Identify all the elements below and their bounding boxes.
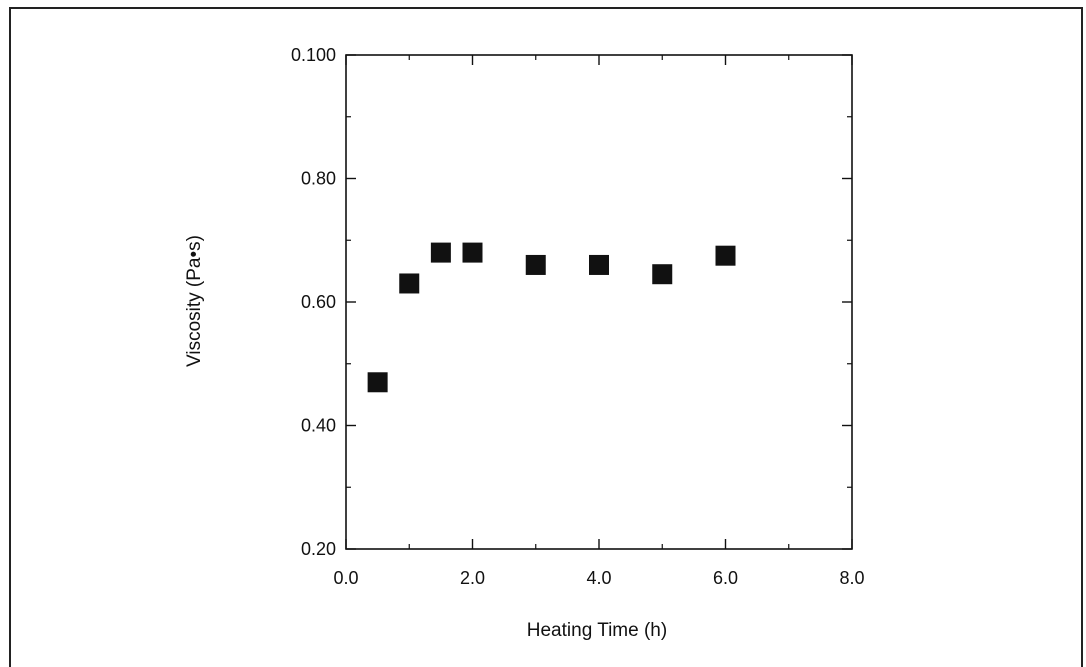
data-point-square — [367, 372, 388, 393]
data-point-square — [399, 273, 420, 294]
y-tick-label: 0.100 — [291, 45, 336, 65]
data-point-square — [715, 245, 736, 266]
x-tick-label: 2.0 — [460, 568, 485, 588]
x-tick-label: 8.0 — [839, 568, 864, 588]
ticks: 0.20 0.40 0.60 0.80 0.100 0.0 2.0 4.0 6.0 8.0 — [291, 45, 865, 588]
axes — [345, 54, 853, 550]
y-tick-label: 0.40 — [301, 416, 336, 436]
y-axis-label: Viscosity (Pa•s) — [184, 235, 205, 367]
x-tick-label: 4.0 — [586, 568, 611, 588]
data-points — [367, 242, 736, 393]
y-tick-label: 0.20 — [301, 539, 336, 559]
figure-frame — [9, 7, 1083, 667]
data-point-square — [652, 264, 673, 285]
y-tick-label: 0.80 — [301, 169, 336, 189]
plot-border — [345, 54, 853, 550]
x-tick-label: 0.0 — [333, 568, 358, 588]
x-tick-label: 6.0 — [713, 568, 738, 588]
data-point-square — [525, 254, 546, 275]
y-tick-label: 0.60 — [301, 292, 336, 312]
x-axis-label: Heating Time (h) — [527, 620, 667, 641]
data-point-square — [430, 242, 451, 263]
data-point-square — [462, 242, 483, 263]
data-point-square — [589, 254, 609, 275]
